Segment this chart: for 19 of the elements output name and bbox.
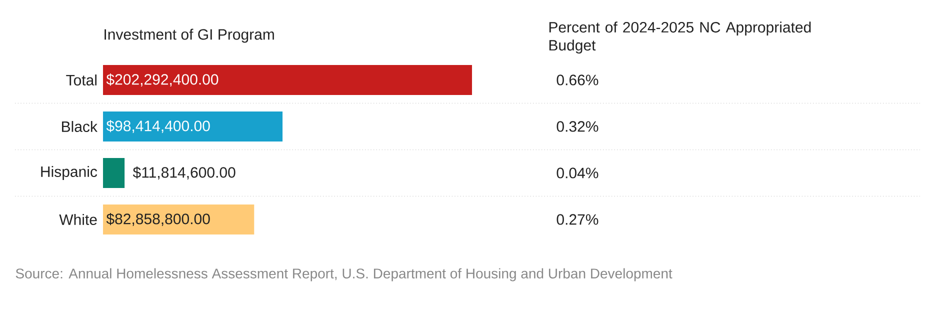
data-label: 0.27% xyxy=(556,214,598,225)
bar xyxy=(103,204,254,234)
text: Percent of 2024-2025 NC Appropriated Budget xyxy=(549,22,811,54)
data-label: $98,414,400.00 xyxy=(106,120,210,133)
data-label: $11,814,600.00 xyxy=(132,166,236,180)
data-label: $82,858,800.00 xyxy=(106,212,210,226)
data-label: $202,292,400.00 xyxy=(106,73,218,86)
y-tick-label: Total xyxy=(66,74,96,86)
bar xyxy=(103,111,283,142)
bar xyxy=(103,64,472,95)
y-tick-label: Black xyxy=(62,120,98,132)
data-label: 0.66% xyxy=(556,74,598,86)
y-tick-label: Hispanic xyxy=(41,166,98,180)
source-note: Source: Annual Homelessness Assessment Report, U.S. Department of Housing and Urban Development xyxy=(16,268,672,282)
data-label: 0.32% xyxy=(556,121,598,132)
y-tick-label: White xyxy=(59,214,97,225)
data-label: 0.04% xyxy=(556,168,598,178)
bar xyxy=(103,158,125,188)
chart-title: Investment of GI Program xyxy=(104,28,274,43)
